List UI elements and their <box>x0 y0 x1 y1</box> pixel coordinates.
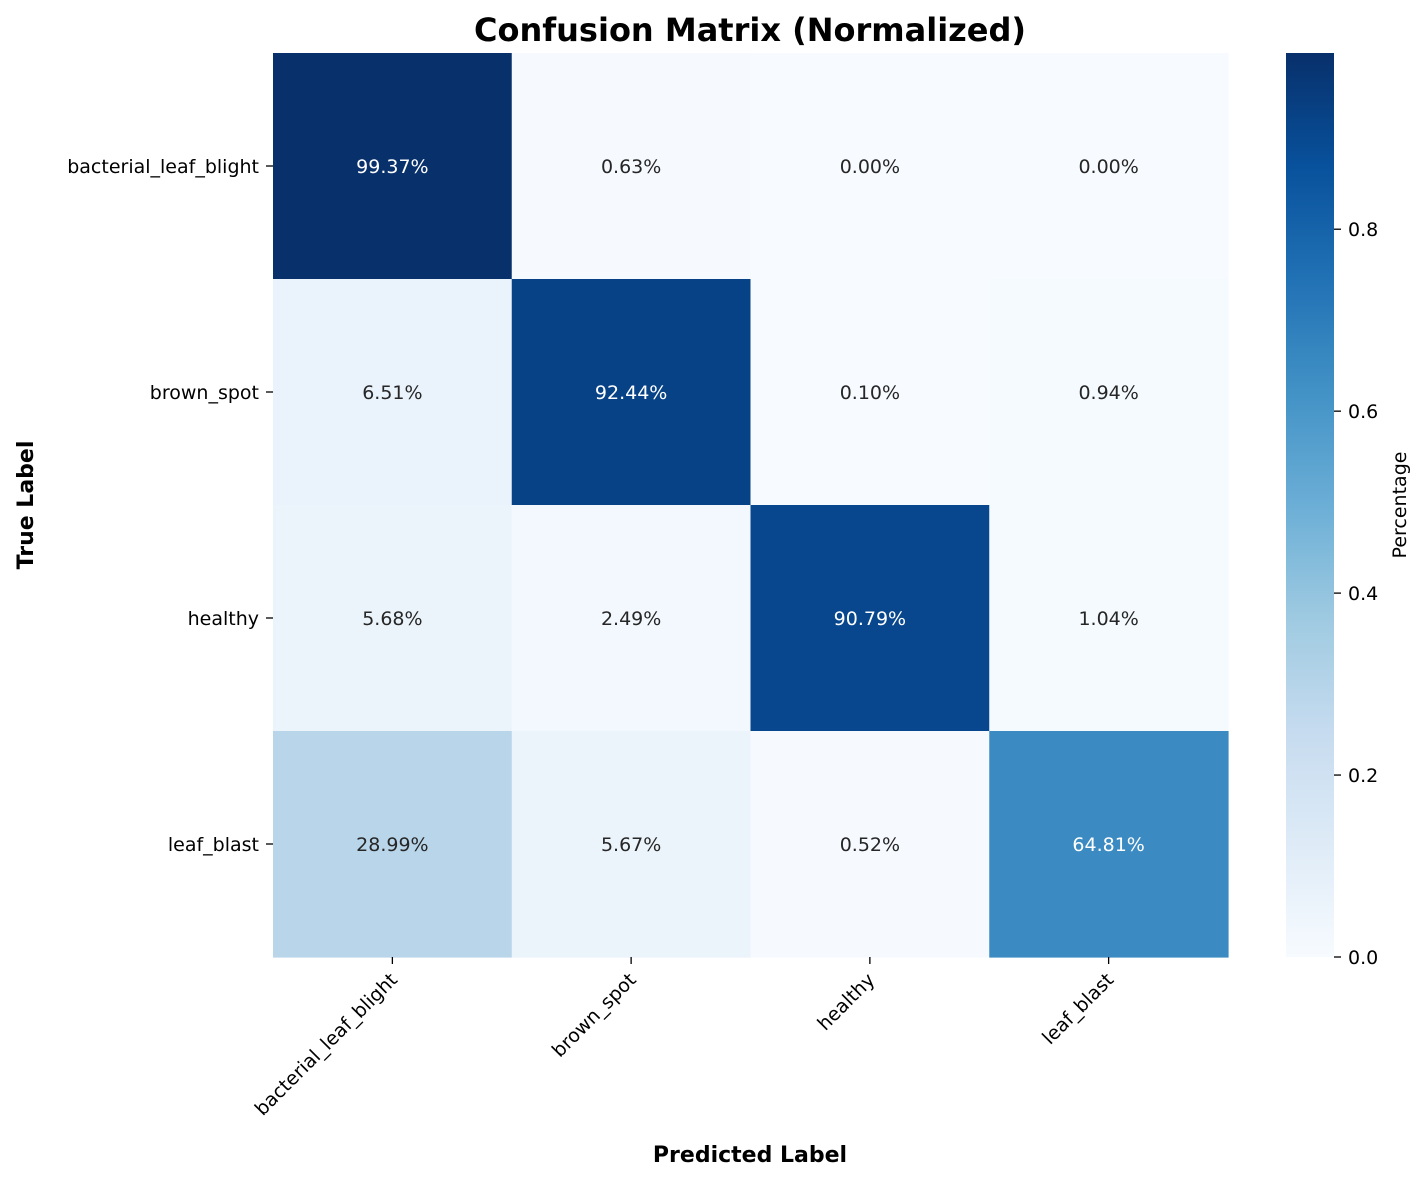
cell-value-label: 2.49% <box>601 608 661 630</box>
colorbar-tick-label: 0.0 <box>1348 947 1378 969</box>
cell-value-label: 99.37% <box>356 156 428 178</box>
cell-value-label: 0.63% <box>601 156 661 178</box>
y-tick-label: brown_spot <box>150 382 259 404</box>
colorbar-tick-label: 0.6 <box>1348 401 1378 423</box>
heatmap-cell <box>511 279 752 506</box>
heatmap-cell-labels: 99.37% 0.63% 0.00% 0.00% 6.51% 92.44% 0.10% 0.9… <box>356 156 1145 856</box>
cell-value-label: 90.79% <box>834 608 906 630</box>
x-tick-label: brown_spot <box>548 969 641 1062</box>
heatmap-cell <box>273 731 513 958</box>
cell-value-label: 0.52% <box>840 834 900 856</box>
colorbar-label: Percentage <box>1389 452 1411 559</box>
heatmap-cell <box>511 505 752 732</box>
heatmap-cell <box>750 505 990 732</box>
colorbar-tick-label: 0.8 <box>1348 219 1378 241</box>
cell-value-label: 0.10% <box>840 382 900 404</box>
colorbar-tick-label: 0.2 <box>1348 765 1378 787</box>
cell-value-label: 1.04% <box>1078 608 1138 630</box>
heatmap-cell <box>750 731 990 958</box>
cell-value-label: 64.81% <box>1072 834 1144 856</box>
x-axis-title: Predicted Label <box>653 1143 847 1168</box>
colorbar-tick-label: 0.4 <box>1348 583 1378 605</box>
x-tick-label: healthy <box>813 969 879 1035</box>
heatmap-cell <box>273 279 513 506</box>
heatmap-cell <box>989 279 1229 506</box>
cell-value-label: 6.51% <box>362 382 422 404</box>
y-tick-label: healthy <box>188 608 259 630</box>
heatmap-cell <box>750 53 990 280</box>
cell-value-label: 0.00% <box>840 156 900 178</box>
x-axis-ticks: bacterial_leaf_blight brown_spot healthy le… <box>251 957 1118 1120</box>
chart-title: Confusion Matrix (Normalized) <box>474 11 1026 49</box>
heatmap-cell <box>273 505 513 732</box>
colorbar <box>1286 53 1334 957</box>
y-tick-label: bacterial_leaf_blight <box>67 156 259 178</box>
heatmap-cell <box>511 731 752 958</box>
heatmap-cell <box>750 279 990 506</box>
y-axis-title: True Label <box>14 441 39 570</box>
colorbar-ticks: 0.0 0.2 0.4 0.6 0.8 <box>1334 219 1378 969</box>
cell-value-label: 92.44% <box>595 382 667 404</box>
x-tick-label: leaf_blast <box>1038 969 1118 1049</box>
cell-value-label: 0.94% <box>1078 382 1138 404</box>
x-tick-label: bacterial_leaf_blight <box>251 969 402 1120</box>
cell-value-label: 28.99% <box>356 834 428 856</box>
cell-value-label: 5.68% <box>362 608 422 630</box>
cell-value-label: 5.67% <box>601 834 661 856</box>
heatmap-cell <box>511 53 752 280</box>
heatmap-cell <box>273 53 513 280</box>
heatmap-cell <box>989 505 1229 732</box>
heatmap-cell <box>989 731 1229 958</box>
heatmap-cell <box>989 53 1229 280</box>
y-tick-label: leaf_blast <box>168 834 259 856</box>
heatmap-cells <box>273 53 1229 958</box>
cell-value-label: 0.00% <box>1078 156 1138 178</box>
